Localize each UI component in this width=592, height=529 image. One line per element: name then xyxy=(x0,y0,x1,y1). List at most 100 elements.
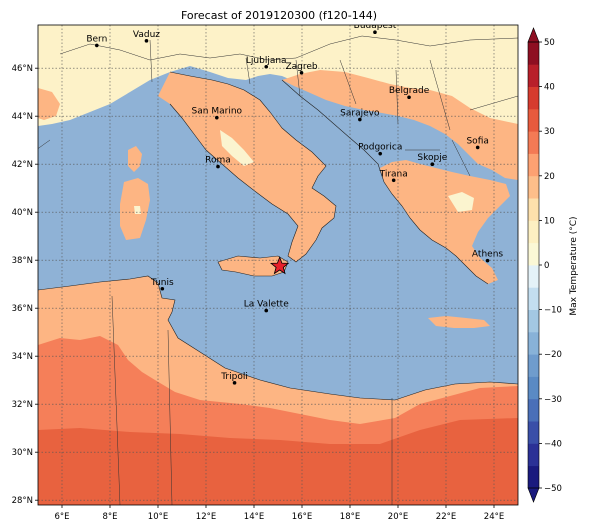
crete-land xyxy=(428,316,490,328)
colorbar-tick-label: −40 xyxy=(544,439,562,449)
y-tick-label: 32°N xyxy=(12,400,33,410)
colorbar-label: Max Temperature (°C) xyxy=(569,216,579,315)
x-tick-label: 24°E xyxy=(484,512,504,522)
city-label: Tunis xyxy=(150,278,174,288)
coastline-italy xyxy=(169,71,337,263)
longitude-ticks: 6°E 8°E 10°E 12°E 14°E 16°E 18°E 20°E 22°E 24°E xyxy=(54,505,504,522)
star-marker xyxy=(270,256,290,275)
y-tick-label: 38°N xyxy=(12,256,33,266)
y-tick-label: 36°N xyxy=(12,304,33,314)
colorbar-band xyxy=(528,443,539,467)
coastline-balkans xyxy=(281,79,489,285)
city-dot xyxy=(215,115,219,120)
colorbar-tick-label: 20 xyxy=(544,172,555,182)
coastline-africa xyxy=(38,275,518,401)
colorbar-band xyxy=(528,242,539,266)
latitude-ticks: 28°N 30°N 32°N 34°N 36°N 38°N 40°N 42°N 44°N 46°N xyxy=(12,64,38,506)
colorbar-band xyxy=(528,465,539,489)
colorbar-extend-max xyxy=(527,27,540,43)
city-label: Podgorica xyxy=(358,143,402,153)
city-dot xyxy=(299,70,304,75)
africa-land-hot xyxy=(38,418,518,505)
figure-title: Forecast of 2019120300 (f120-144) xyxy=(181,9,377,22)
y-tick-label: 34°N xyxy=(12,352,33,362)
colorbar-band xyxy=(528,287,539,310)
x-tick-label: 8°E xyxy=(102,512,117,522)
map-frame xyxy=(37,24,519,506)
city-label: Belgrade xyxy=(389,86,430,96)
city-dot xyxy=(485,258,490,263)
colorbar-band xyxy=(528,198,539,221)
colorbar-band xyxy=(528,131,539,154)
city-label: Skopje xyxy=(417,153,447,163)
colorbar-band xyxy=(528,220,539,244)
city-dot xyxy=(358,117,362,122)
colorbar-ticks: −50 −40 −30 −20 −10 0 10 20 30 40 50 xyxy=(539,38,562,494)
x-tick-label: 10°E xyxy=(148,512,168,522)
colorbar-band xyxy=(528,86,539,110)
greece-pale-patch xyxy=(448,192,474,212)
city-dot xyxy=(160,286,165,291)
city-label: Tirana xyxy=(379,169,408,179)
colorbar-tick-label: 40 xyxy=(544,83,555,93)
colorbar-band xyxy=(528,398,539,422)
x-tick-label: 16°E xyxy=(292,512,312,522)
sardinia-pale-patch xyxy=(134,206,141,214)
italy-land-mild xyxy=(158,72,336,262)
city-label: Athens xyxy=(472,250,503,260)
city-dot xyxy=(264,64,269,69)
x-tick-label: 14°E xyxy=(244,512,264,522)
city-label: Bern xyxy=(86,34,107,44)
y-tick-label: 40°N xyxy=(12,208,33,218)
colorbar-band xyxy=(528,153,539,177)
x-tick-label: 6°E xyxy=(54,512,69,522)
colorbar-band xyxy=(528,42,539,65)
colorbar-tick-label: −30 xyxy=(544,395,562,405)
colorbar-tick-label: 50 xyxy=(544,38,555,48)
city-dot xyxy=(430,162,435,166)
sicily-land xyxy=(218,256,288,276)
city-label: La Valette xyxy=(244,300,289,310)
y-tick-label: 46°N xyxy=(12,64,33,74)
greece-land-mild xyxy=(380,160,510,284)
colorbar-tick-label: 10 xyxy=(544,216,555,226)
city-label: Sofia xyxy=(466,136,488,146)
colorbar-tick-label: 0 xyxy=(544,261,549,271)
city-dot xyxy=(264,308,269,313)
colorbar-band xyxy=(528,108,539,132)
colorbar-band xyxy=(528,64,539,87)
city-label: Ljubljana xyxy=(246,56,287,66)
city-dot xyxy=(378,151,383,156)
colorbar-band xyxy=(528,421,539,444)
city-label: Budapest xyxy=(354,21,397,31)
city-dot xyxy=(373,30,377,34)
city-dot xyxy=(216,164,220,169)
europe-land-mild-west xyxy=(38,88,60,120)
city-dot xyxy=(475,145,480,150)
colorbar-extend-min xyxy=(527,487,540,503)
x-tick-label: 20°E xyxy=(388,512,408,522)
city-dot xyxy=(144,39,149,43)
y-tick-label: 44°N xyxy=(12,112,33,122)
location-marker-star-icon xyxy=(270,256,290,275)
italy-pale-patch xyxy=(220,130,254,166)
colorbar-tick-label: −50 xyxy=(544,484,562,494)
x-tick-label: 22°E xyxy=(436,512,456,522)
city-label: Zagreb xyxy=(285,62,317,72)
graticule xyxy=(38,25,518,505)
colorbar-tick-label: −20 xyxy=(544,350,562,360)
city-label: Sarajevo xyxy=(340,109,380,119)
city-dot xyxy=(391,178,396,183)
city-label: Tripoli xyxy=(220,372,248,382)
y-tick-label: 42°N xyxy=(12,160,33,170)
colorbar-band xyxy=(528,265,539,288)
colorbar-tick-label: −10 xyxy=(544,306,562,316)
colorbar xyxy=(527,27,540,503)
y-tick-label: 30°N xyxy=(12,448,33,458)
city-label: Roma xyxy=(205,156,231,166)
y-tick-label: 28°N xyxy=(12,496,33,506)
city-label: Vaduz xyxy=(133,30,160,40)
